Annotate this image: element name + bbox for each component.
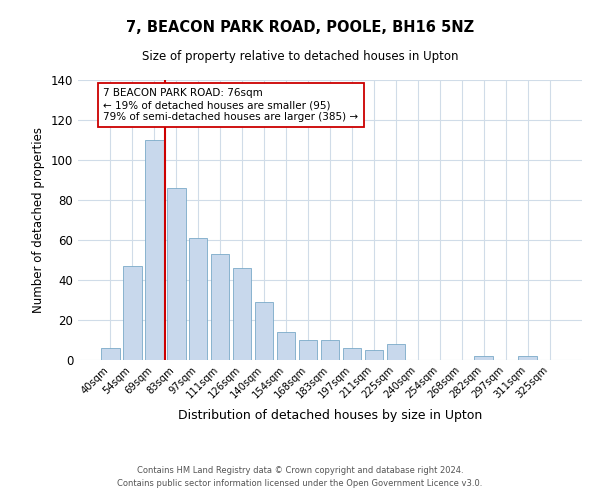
Bar bbox=[167, 188, 185, 360]
Bar bbox=[211, 254, 229, 360]
Bar bbox=[255, 302, 274, 360]
Y-axis label: Number of detached properties: Number of detached properties bbox=[32, 127, 45, 313]
Bar bbox=[123, 266, 142, 360]
Bar bbox=[386, 344, 405, 360]
Bar bbox=[189, 238, 208, 360]
Bar bbox=[365, 350, 383, 360]
Text: Size of property relative to detached houses in Upton: Size of property relative to detached ho… bbox=[142, 50, 458, 63]
Bar bbox=[475, 356, 493, 360]
Text: 7, BEACON PARK ROAD, POOLE, BH16 5NZ: 7, BEACON PARK ROAD, POOLE, BH16 5NZ bbox=[126, 20, 474, 35]
Bar bbox=[320, 340, 340, 360]
Bar bbox=[343, 348, 361, 360]
Text: Contains HM Land Registry data © Crown copyright and database right 2024.
Contai: Contains HM Land Registry data © Crown c… bbox=[118, 466, 482, 487]
Bar bbox=[145, 140, 164, 360]
X-axis label: Distribution of detached houses by size in Upton: Distribution of detached houses by size … bbox=[178, 409, 482, 422]
Bar bbox=[233, 268, 251, 360]
Bar bbox=[299, 340, 317, 360]
Text: 7 BEACON PARK ROAD: 76sqm
← 19% of detached houses are smaller (95)
79% of semi-: 7 BEACON PARK ROAD: 76sqm ← 19% of detac… bbox=[103, 88, 358, 122]
Bar bbox=[101, 348, 119, 360]
Bar bbox=[518, 356, 537, 360]
Bar bbox=[277, 332, 295, 360]
